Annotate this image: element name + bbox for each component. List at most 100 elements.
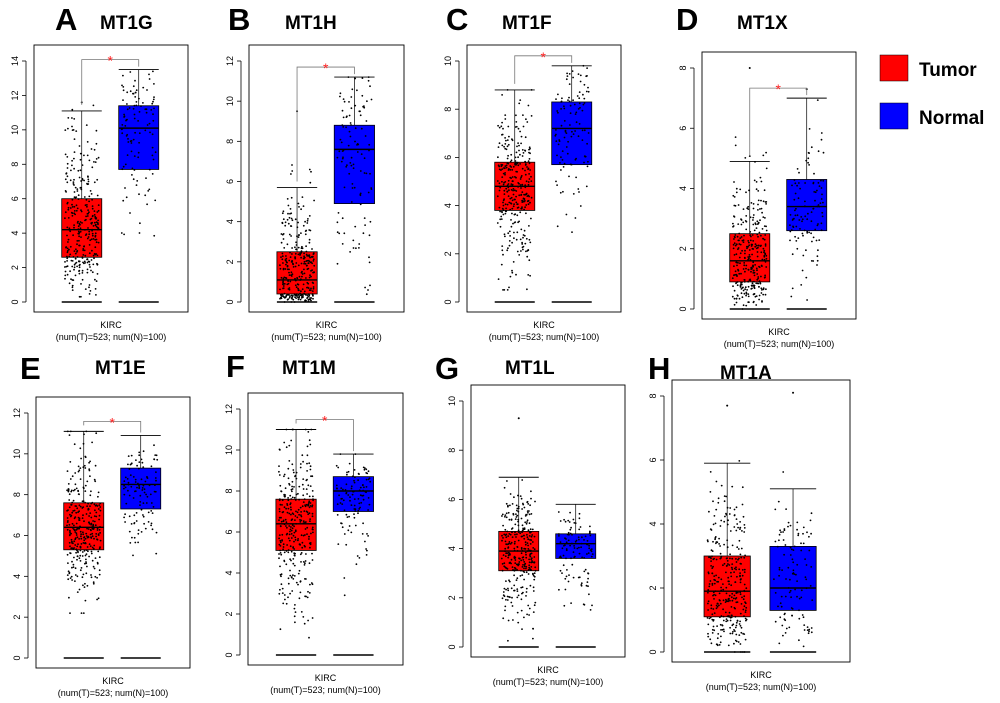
x-axis-label: KIRC <box>100 320 122 330</box>
data-point <box>282 548 284 551</box>
data-point <box>97 156 100 159</box>
data-point <box>502 209 505 212</box>
plot-frame <box>466 44 622 313</box>
data-point <box>720 629 722 631</box>
data-point <box>307 484 310 487</box>
data-point <box>280 583 283 586</box>
data-point <box>783 528 786 530</box>
data-point <box>498 126 501 129</box>
data-point <box>743 595 746 598</box>
data-point <box>530 175 532 178</box>
data-point <box>295 262 298 264</box>
data-point <box>731 295 734 298</box>
data-point <box>743 256 746 259</box>
data-point <box>760 180 763 183</box>
data-point <box>808 127 811 130</box>
data-point <box>84 501 86 504</box>
data-point <box>353 513 355 515</box>
data-point <box>563 105 565 108</box>
y-tick-label: 2 <box>224 611 234 616</box>
data-point <box>306 294 309 297</box>
data-point <box>72 563 75 566</box>
data-point <box>66 181 69 184</box>
data-point <box>93 515 96 517</box>
data-point <box>727 576 730 579</box>
data-point <box>126 103 128 105</box>
legend-swatch-tumor <box>879 54 909 82</box>
data-point <box>149 493 152 496</box>
y-tick-label: 14 <box>10 56 20 66</box>
data-point <box>585 75 588 78</box>
data-point <box>711 550 714 552</box>
data-point <box>310 475 312 478</box>
data-point <box>515 504 518 507</box>
data-point <box>529 555 532 558</box>
data-point <box>152 100 154 103</box>
data-point <box>725 618 728 620</box>
data-point <box>291 253 293 255</box>
data-point <box>764 243 767 246</box>
data-point <box>715 480 718 483</box>
data-point <box>362 498 365 501</box>
data-point <box>810 566 813 568</box>
data-point <box>289 280 292 283</box>
data-point <box>337 543 340 545</box>
data-point <box>287 477 290 480</box>
data-point <box>312 498 314 500</box>
data-point <box>297 253 300 256</box>
data-point <box>571 533 573 536</box>
data-point <box>744 611 747 613</box>
data-point <box>805 578 808 581</box>
data-point <box>780 605 783 608</box>
data-point <box>526 521 528 523</box>
data-point <box>517 531 520 533</box>
data-point <box>572 551 575 553</box>
data-point <box>340 522 343 525</box>
data-point <box>278 557 280 560</box>
data-point <box>711 567 714 569</box>
data-point <box>297 538 299 540</box>
data-point <box>708 510 710 513</box>
data-point <box>515 516 518 518</box>
data-point <box>808 152 810 155</box>
data-point <box>763 189 766 192</box>
data-point <box>733 204 736 207</box>
data-point <box>556 184 558 187</box>
data-point <box>345 165 348 168</box>
data-point <box>514 176 516 178</box>
data-point <box>568 574 570 576</box>
data-point <box>361 533 364 535</box>
data-point <box>751 253 753 256</box>
data-point <box>86 182 88 185</box>
data-point <box>725 620 728 623</box>
data-point <box>787 521 790 524</box>
data-point <box>589 531 591 534</box>
data-point <box>82 248 85 250</box>
data-point <box>744 286 747 289</box>
data-point <box>520 497 523 500</box>
data-point <box>85 535 88 537</box>
data-point <box>345 513 348 516</box>
data-point <box>590 555 593 558</box>
data-point <box>300 514 302 516</box>
data-point <box>735 561 738 563</box>
data-point <box>88 521 90 524</box>
data-point <box>504 143 507 145</box>
data-point <box>742 221 745 224</box>
data-point <box>127 463 129 466</box>
data-point <box>138 461 141 463</box>
data-point <box>297 508 300 511</box>
data-point <box>66 257 69 260</box>
data-point <box>349 135 352 138</box>
data-point <box>524 515 527 517</box>
data-point <box>524 543 527 546</box>
data-point <box>794 209 796 212</box>
data-point <box>80 295 82 298</box>
data-point <box>708 617 711 620</box>
data-point <box>712 625 715 628</box>
data-point <box>519 495 522 497</box>
data-point <box>521 508 523 510</box>
data-point <box>123 116 125 118</box>
data-point <box>127 138 129 140</box>
data-point <box>513 203 515 206</box>
